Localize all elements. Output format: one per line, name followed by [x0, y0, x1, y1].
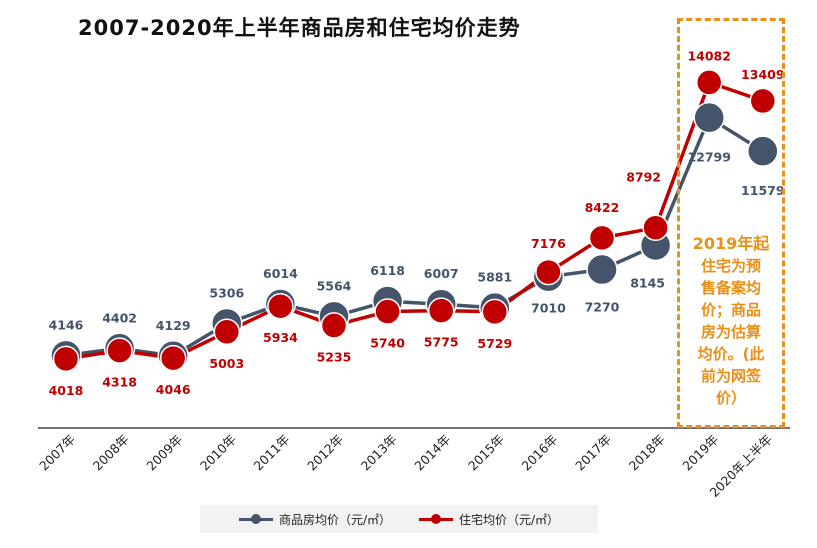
data-label-commercial: 5564: [317, 278, 352, 293]
legend-label-residential: 住宅均价（元/㎡）: [459, 512, 560, 527]
annotation-box: [677, 18, 785, 428]
data-point-residential: [588, 224, 616, 252]
x-tick-label: 2011年: [251, 432, 293, 474]
x-tick-label: 2014年: [411, 432, 453, 474]
data-point-commercial: [747, 135, 779, 167]
x-tick-label: 2017年: [572, 432, 614, 474]
data-label-residential: 4018: [49, 383, 84, 398]
data-label-residential: 5235: [317, 349, 352, 364]
annotation-line: 价；商品: [700, 301, 761, 319]
x-tick-label: 2010年: [197, 432, 239, 474]
data-point-residential: [535, 258, 562, 286]
data-label-residential: 4318: [102, 375, 137, 390]
data-label-commercial: 7010: [531, 301, 566, 316]
x-tick-labels: 2007年 2008年 2009年 2010年 2011年 2012年 2013年 2014年…: [36, 432, 775, 500]
data-label-residential: 14082: [687, 48, 731, 63]
data-point-residential: [320, 312, 348, 339]
chart-title: 2007-2020年上半年商品房和住宅均价走势: [78, 16, 521, 40]
legend-swatch-residential: [419, 514, 453, 524]
x-tick-label: 2018年: [626, 432, 668, 474]
data-label-residential: 5934: [263, 330, 298, 345]
annotation-line: 均价。(此: [697, 345, 765, 363]
annotation-line: 2019年起: [692, 234, 770, 253]
legend-item-commercial: 商品房均价（元/㎡）: [238, 511, 391, 528]
x-tick-label: 2009年: [143, 432, 185, 474]
annotation-line: 房为估算: [700, 323, 761, 341]
data-label-commercial: 4402: [102, 310, 137, 325]
data-label-residential: 5729: [477, 336, 512, 351]
data-label-commercial: 5306: [209, 285, 244, 300]
data-label-commercial: 8145: [630, 275, 665, 290]
series-markers: [50, 69, 779, 373]
data-label-residential: 5740: [370, 336, 405, 351]
data-label-residential: 5775: [424, 335, 459, 350]
data-labels: 4146 4402 4129 5306 6014 5564 6118 6007 5881 7010…: [49, 48, 785, 397]
annotation-line: 售备案均: [700, 279, 761, 297]
data-label-commercial: 6014: [263, 266, 298, 281]
data-label-commercial: 6118: [370, 263, 405, 278]
data-label-residential: 4046: [156, 382, 191, 397]
data-point-residential: [642, 214, 669, 241]
annotation-line: 价）: [715, 389, 746, 407]
data-point-residential: [695, 69, 723, 96]
legend: 商品房均价（元/㎡） 住宅均价（元/㎡）: [200, 505, 598, 533]
data-point-residential: [267, 292, 294, 320]
annotation-line: 住宅为预: [700, 257, 761, 275]
data-point-residential: [427, 297, 455, 324]
data-label-commercial: 7270: [585, 300, 620, 315]
data-point-residential: [749, 87, 777, 115]
legend-item-residential: 住宅均价（元/㎡）: [419, 511, 559, 528]
data-label-commercial: 12799: [687, 150, 731, 165]
data-label-residential: 8792: [626, 170, 661, 185]
data-label-residential: 13409: [741, 67, 785, 82]
data-point-commercial: [693, 101, 725, 134]
data-point-commercial: [586, 253, 618, 286]
data-label-commercial: 6007: [424, 266, 459, 281]
x-tick-label: 2008年: [90, 432, 132, 474]
data-label-residential: 5003: [209, 356, 244, 371]
x-tick-label: 2019年: [679, 432, 721, 474]
data-point-residential: [374, 298, 401, 325]
data-point-residential: [159, 344, 187, 372]
legend-label-commercial: 商品房均价（元/㎡）: [278, 512, 391, 527]
x-tick-label: 2016年: [519, 432, 561, 474]
x-tick-label: 2015年: [465, 432, 507, 474]
data-label-commercial: 5881: [477, 270, 512, 285]
data-label-residential: 8422: [585, 200, 620, 215]
legend-swatch-commercial: [238, 514, 273, 524]
data-point-residential: [106, 337, 133, 364]
data-label-residential: 7176: [531, 236, 566, 251]
data-point-residential: [481, 298, 509, 326]
x-tick-label: 2013年: [358, 432, 400, 474]
data-point-residential: [213, 318, 241, 346]
data-point-residential: [52, 345, 80, 373]
annotation-text: 2019年起 住宅为预售备案均价；商品房为估算均价。(此前为网签价）: [683, 233, 779, 409]
annotation-line: 前为网签: [700, 367, 761, 385]
data-label-commercial: 4129: [156, 318, 191, 333]
x-tick-label: 2012年: [304, 432, 346, 474]
x-tick-label: 2007年: [36, 432, 78, 474]
data-label-commercial: 11579: [741, 183, 785, 198]
data-label-commercial: 4146: [49, 317, 84, 332]
